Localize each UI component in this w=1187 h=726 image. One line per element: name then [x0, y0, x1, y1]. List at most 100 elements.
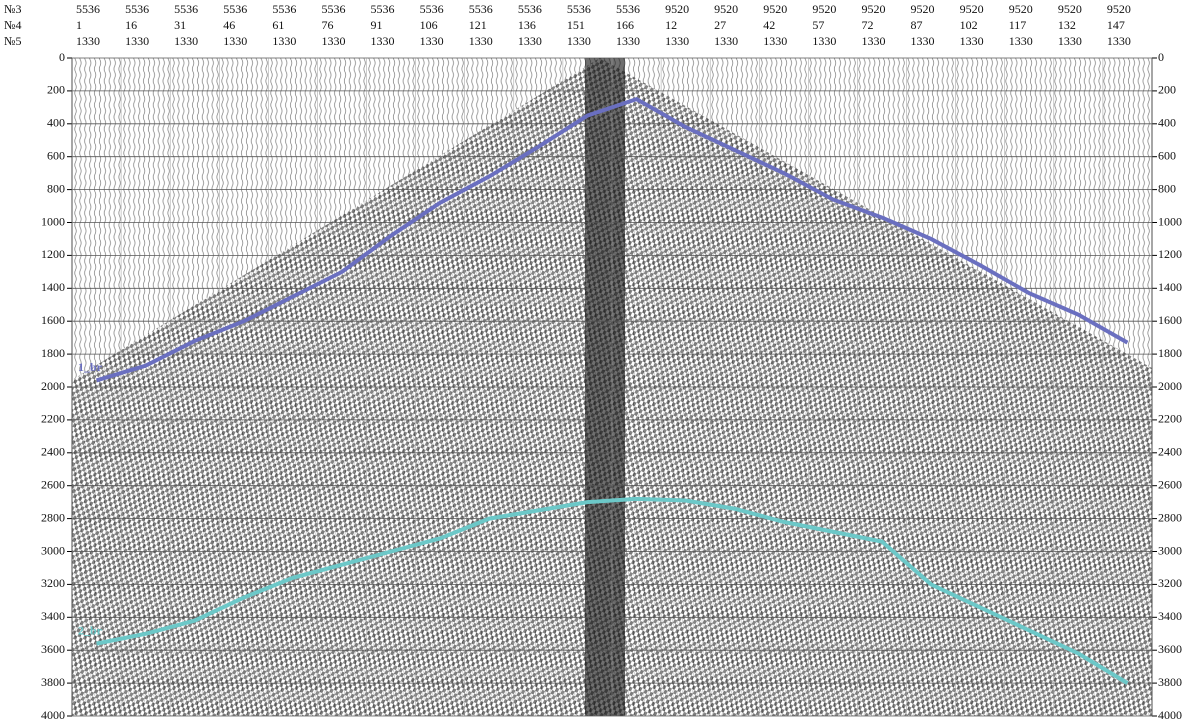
y-tick-label-right: 1800	[1158, 346, 1182, 360]
header-row-label: №4	[4, 18, 21, 32]
y-tick-label-right: 1000	[1158, 214, 1182, 228]
header-cell: 9520	[763, 2, 787, 16]
y-tick-label-right: 2600	[1158, 477, 1182, 491]
header-cell: 106	[420, 18, 438, 32]
header-cell: 91	[371, 18, 383, 32]
header-cell: 1330	[812, 34, 836, 48]
header-cell: 1330	[125, 34, 149, 48]
header-cell: 9520	[861, 2, 885, 16]
y-tick-label-right: 2800	[1158, 510, 1182, 524]
header-cell: 9520	[1058, 2, 1082, 16]
header-cell: 1330	[763, 34, 787, 48]
header-cell: 72	[861, 18, 873, 32]
header-cell: 1330	[1058, 34, 1082, 48]
y-tick-label: 4000	[41, 708, 65, 722]
header-cell: 5536	[174, 2, 198, 16]
y-tick-label-right: 400	[1158, 116, 1176, 130]
header-cell: 102	[960, 18, 978, 32]
header-cell: 57	[812, 18, 824, 32]
y-tick-label: 400	[47, 116, 65, 130]
y-tick-label: 1800	[41, 346, 65, 360]
header-cell: 5536	[371, 2, 395, 16]
header-cell: 9520	[960, 2, 984, 16]
y-tick-label: 1400	[41, 280, 65, 294]
header-cell: 1330	[665, 34, 689, 48]
y-tick-label-right: 1400	[1158, 280, 1182, 294]
y-tick-label: 3000	[41, 543, 65, 557]
header-cell: 12	[665, 18, 677, 32]
header-cell: 1330	[174, 34, 198, 48]
horizon-line	[95, 96, 1129, 383]
header-cell: 1330	[714, 34, 738, 48]
y-tick-label-right: 2200	[1158, 412, 1182, 426]
y-tick-label: 1600	[41, 313, 65, 327]
y-tick-label-right: 3000	[1158, 543, 1182, 557]
header-cell: 1330	[1009, 34, 1033, 48]
header-cell: 5536	[321, 2, 345, 16]
y-tick-label: 3600	[41, 642, 65, 656]
y-tick-label: 3200	[41, 576, 65, 590]
header-cell: 166	[616, 18, 634, 32]
y-tick-label-right: 1200	[1158, 247, 1182, 261]
y-tick-label: 1000	[41, 214, 65, 228]
horizon-label: 2_br	[78, 623, 103, 637]
y-tick-label-right: 200	[1158, 83, 1176, 97]
y-tick-label-right: 3200	[1158, 576, 1182, 590]
header-cell: 42	[763, 18, 775, 32]
y-tick-label: 2400	[41, 445, 65, 459]
header-cell: 9520	[911, 2, 935, 16]
header-cell: 1330	[321, 34, 345, 48]
header-cell: 9520	[1107, 2, 1131, 16]
y-tick-label: 2200	[41, 412, 65, 426]
header-cell: 132	[1058, 18, 1076, 32]
horizon-line	[96, 496, 1129, 685]
header-cell: 1330	[861, 34, 885, 48]
header-cell: 1330	[76, 34, 100, 48]
y-tick-label: 3800	[41, 675, 65, 689]
header-cell: 9520	[1009, 2, 1033, 16]
header-cell: 1330	[616, 34, 640, 48]
header-cell: 46	[223, 18, 235, 32]
y-tick-label: 3400	[41, 609, 65, 623]
header-cell: 31	[174, 18, 186, 32]
header-cell: 1330	[960, 34, 984, 48]
y-tick-label: 200	[47, 83, 65, 97]
header-cell: 136	[518, 18, 536, 32]
header-cell: 5536	[272, 2, 296, 16]
header-cell: 76	[321, 18, 333, 32]
header-cell: 1330	[469, 34, 493, 48]
header-cell: 151	[567, 18, 585, 32]
y-tick-label: 2600	[41, 477, 65, 491]
header-cell: 87	[911, 18, 923, 32]
y-tick-label: 0	[59, 50, 65, 64]
y-tick-label-right: 2400	[1158, 445, 1182, 459]
y-tick-label-right: 0	[1158, 50, 1164, 64]
header-cell: 5536	[76, 2, 100, 16]
header-cell: 61	[272, 18, 284, 32]
y-tick-label-right: 1600	[1158, 313, 1182, 327]
header-cell: 16	[125, 18, 137, 32]
header-cell: 27	[714, 18, 726, 32]
header-cell: 9520	[812, 2, 836, 16]
header-cell: 9520	[714, 2, 738, 16]
y-tick-label-right: 800	[1158, 181, 1176, 195]
header-cell: 5536	[125, 2, 149, 16]
header-cell: 5536	[518, 2, 542, 16]
y-tick-label-right: 600	[1158, 148, 1176, 162]
y-tick-label: 800	[47, 181, 65, 195]
y-tick-label-right: 4000	[1158, 708, 1182, 722]
header-cell: 1330	[567, 34, 591, 48]
y-tick-label: 2000	[41, 379, 65, 393]
y-tick-label-right: 2000	[1158, 379, 1182, 393]
y-tick-label-right: 3800	[1158, 675, 1182, 689]
header-cell: 1330	[1107, 34, 1131, 48]
y-tick-label: 1200	[41, 247, 65, 261]
header-cell: 121	[469, 18, 487, 32]
header-cell: 5536	[420, 2, 444, 16]
y-tick-label-right: 3600	[1158, 642, 1182, 656]
header-cell: 117	[1009, 18, 1027, 32]
header-cell: 1	[76, 18, 82, 32]
header-cell: 1330	[518, 34, 542, 48]
header-cell: 1330	[911, 34, 935, 48]
